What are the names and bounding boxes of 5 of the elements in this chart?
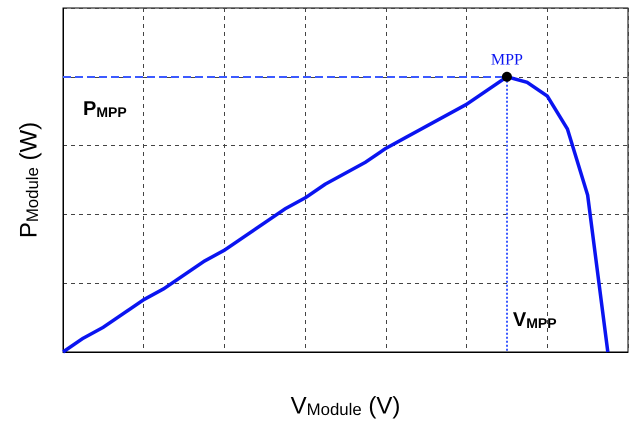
- y-axis-title: PModule (W): [16, 122, 42, 238]
- text: PMPP: [83, 98, 127, 120]
- text: MPP: [490, 51, 524, 68]
- x-axis-title: VModule (V): [290, 392, 400, 420]
- text: VMPP: [512, 309, 557, 331]
